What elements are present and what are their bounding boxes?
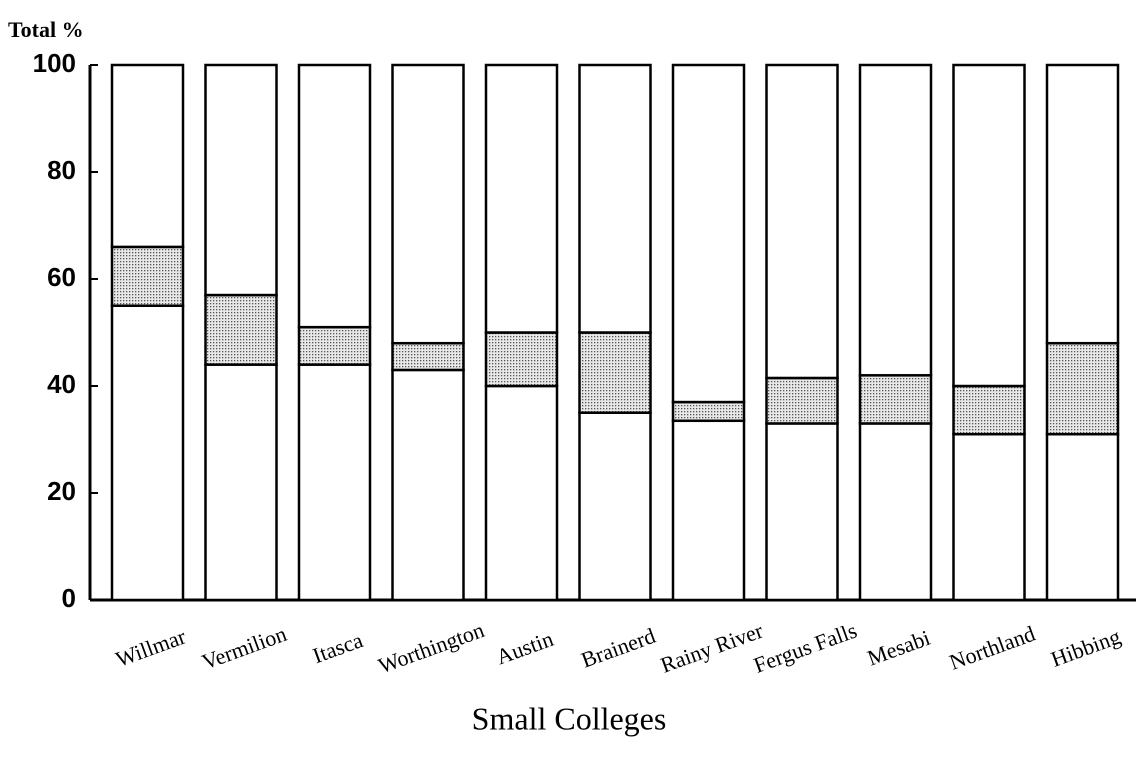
x-tick-label: Austin — [493, 626, 557, 670]
bar-segment — [110, 245, 185, 307]
y-tick-label: 0 — [62, 583, 76, 613]
bar-segment — [578, 63, 652, 334]
bar-segment — [858, 374, 933, 425]
bar-segment — [578, 411, 652, 602]
y-axis-label: Total % — [8, 17, 84, 42]
bar-segment — [204, 363, 278, 602]
bar-segment — [484, 384, 559, 602]
bar-segment — [1045, 63, 1120, 345]
x-tick-label: Worthington — [375, 617, 488, 678]
bar-segment — [858, 422, 933, 602]
bar-segment — [1045, 341, 1120, 436]
bar-segment — [484, 63, 559, 334]
bar-segment — [391, 341, 465, 372]
bar-segment — [765, 376, 839, 425]
bar-segment — [1045, 432, 1120, 602]
bar-segment — [578, 331, 652, 414]
x-tick-label: Fergus Falls — [750, 618, 860, 678]
x-tick-label: Itasca — [309, 627, 366, 668]
bar-segment — [297, 325, 372, 366]
x-axis-label: Small Colleges — [472, 700, 667, 736]
bar-segment — [391, 368, 465, 602]
bar-segment — [297, 63, 372, 329]
bar-segment — [204, 63, 278, 297]
bar-segment — [952, 384, 1026, 436]
bar-segment — [671, 63, 746, 404]
x-tick-label: Willmar — [112, 623, 189, 671]
bar-segment — [952, 432, 1026, 602]
y-tick-label: 100 — [33, 48, 76, 78]
x-tick-label: Northland — [946, 621, 1038, 675]
bar-segment — [671, 419, 746, 602]
bar-segment — [204, 293, 278, 366]
x-tick-label: Mesabi — [864, 625, 933, 671]
y-tick-label: 40 — [47, 369, 76, 399]
bar-segment — [391, 63, 465, 345]
bar-segment — [671, 400, 746, 423]
x-tick-label: Rainy River — [657, 617, 767, 677]
x-tick-label: Hibbing — [1047, 624, 1123, 672]
y-tick-label: 20 — [47, 476, 76, 506]
y-tick-label: 60 — [47, 262, 76, 292]
bar-segment — [858, 63, 933, 377]
bar-segment — [484, 331, 559, 388]
x-tick-label: Brainerd — [578, 623, 659, 673]
y-tick-label: 80 — [47, 155, 76, 185]
bar-segment — [765, 63, 839, 380]
bar-segment — [952, 63, 1026, 388]
x-tick-label: Vermilion — [199, 621, 290, 675]
bar-segment — [110, 63, 185, 249]
bar-segment — [297, 363, 372, 602]
bar-segment — [765, 422, 839, 602]
bar-segment — [110, 304, 185, 602]
